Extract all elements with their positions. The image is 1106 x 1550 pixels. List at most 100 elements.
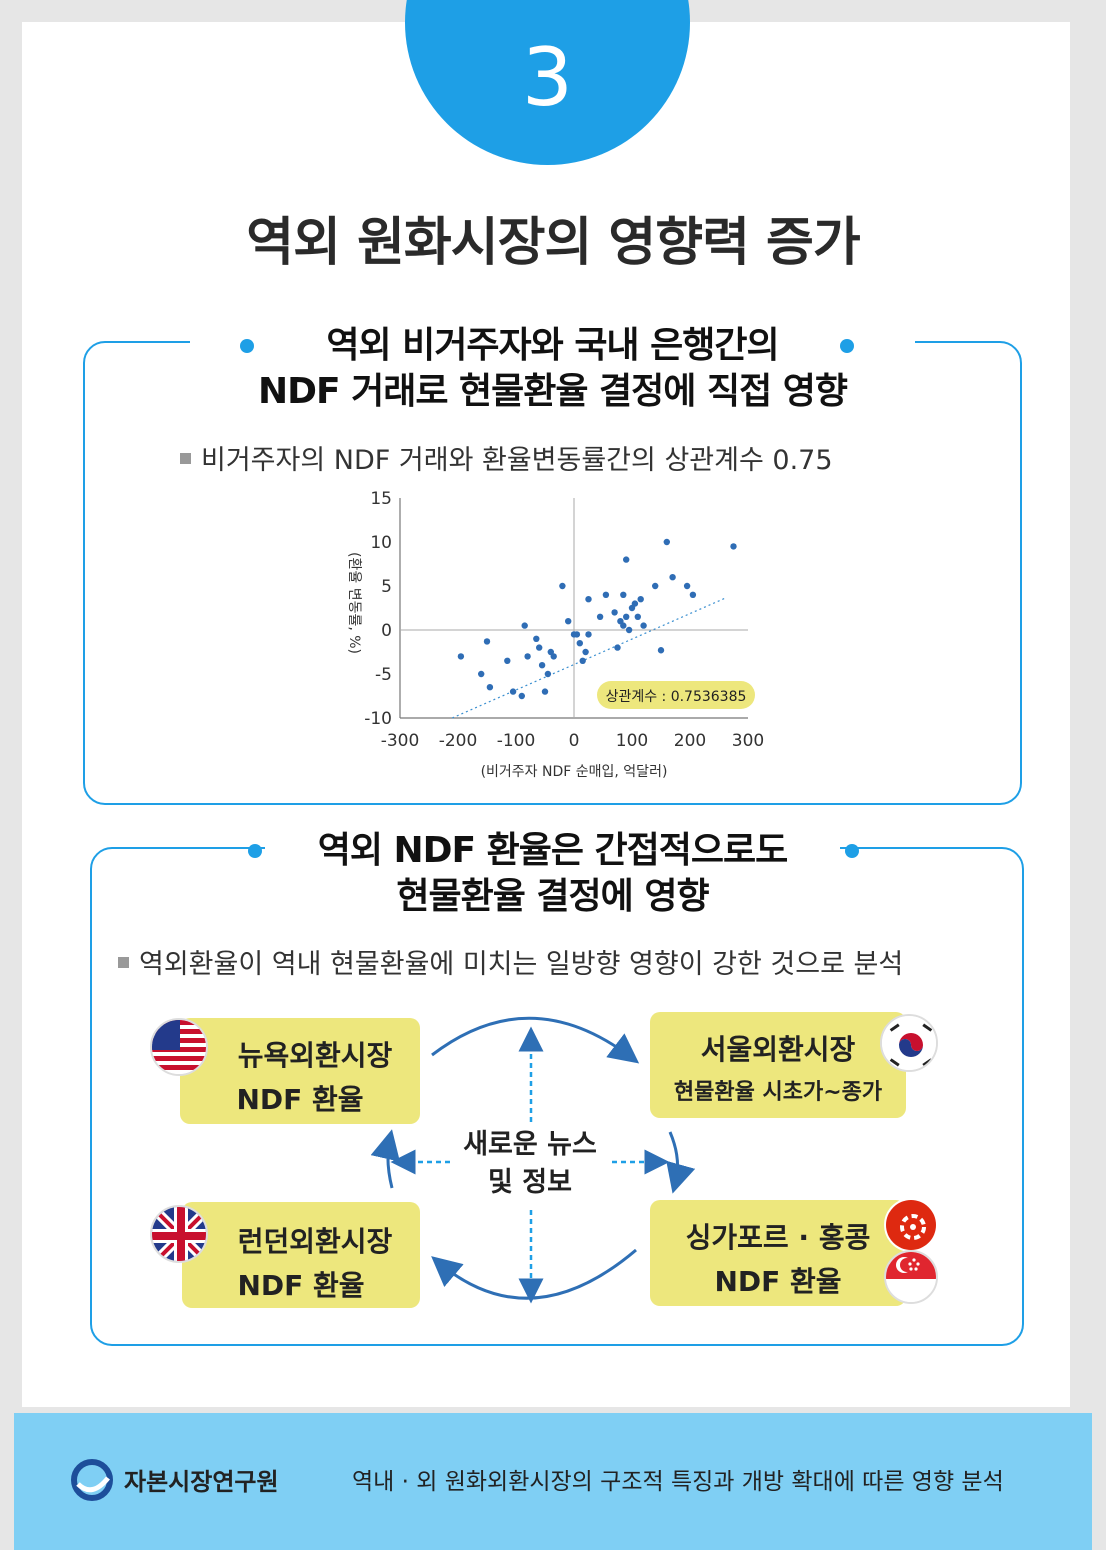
scatter-point [657, 647, 665, 654]
seoul-market-rate: 현물환율 시초가~종가 [673, 1080, 883, 1105]
scatter-point [533, 635, 540, 642]
section2-heading: 역외 NDF 환율은 간접적으로도 현물환율 결정에 영향 [265, 828, 840, 920]
scatter-point [565, 618, 572, 625]
x-tick-label: 300 [732, 731, 764, 751]
page-title: 역외 원화시장의 영향력 증가 [246, 213, 860, 273]
x-tick-label: 0 [569, 731, 580, 751]
x-tick-label: 200 [674, 731, 706, 751]
y-tick-label: 10 [370, 533, 392, 553]
scatter-point [518, 692, 525, 700]
scatter-point [596, 613, 604, 620]
section2-dot-left [248, 844, 262, 858]
number-badge-label: 3 [522, 31, 573, 124]
section1-bullet: 비거주자의 NDF 거래와 환율변동률간의 상관계수 0.75 [180, 438, 833, 477]
y-tick-label: 0 [381, 621, 392, 641]
y-tick-label: 5 [381, 577, 392, 597]
hongkong-flag-icon [884, 1198, 938, 1252]
ny-market-rate: NDF 환율 [236, 1083, 364, 1116]
scatter-point [544, 670, 552, 678]
london-to-ny-arrow [370, 1129, 400, 1189]
scatter-point [538, 662, 546, 669]
scatter-point [637, 596, 644, 603]
scatter-point [521, 622, 528, 629]
news-info-line1: 새로운 뉴스 [463, 1129, 597, 1160]
scatter-point [524, 653, 531, 660]
scatter-point [631, 600, 639, 607]
scatter-point [689, 591, 697, 598]
section1-heading-line2: NDF 거래로 현물환율 결정에 직접 영향 [258, 371, 848, 412]
scatter-point [582, 648, 589, 656]
scatter-point [602, 591, 610, 598]
section2-heading-line1: 역외 NDF 환율은 간접적으로도 [317, 830, 789, 871]
x-tick-label: -200 [439, 731, 478, 751]
y-tick-label: -10 [364, 709, 392, 729]
scatter-point [478, 670, 485, 678]
scatter-point [614, 644, 621, 651]
scatter-point [579, 657, 586, 664]
seoul-market-box: 서울외환시장 현물환율 시초가~종가 [650, 1012, 906, 1118]
korea-flag-icon [880, 1014, 938, 1072]
scatter-point [559, 582, 566, 590]
uk-flag-icon [150, 1205, 208, 1263]
ny-market-name: 뉴욕외환시장 [237, 1039, 393, 1072]
y-tick-label: -5 [375, 665, 392, 685]
section1-bullet-text: 비거주자의 NDF 거래와 환율변동률간의 상관계수 0.75 [201, 445, 833, 476]
scatter-point [663, 538, 670, 546]
scatter-point [611, 609, 618, 616]
singapore-flag-icon [884, 1250, 938, 1304]
scatter-chart: 15 10 5 0 -5 -10-300 -200 -100 0 100 200 300 (비거주자 N… [346, 489, 764, 780]
scatter-point [623, 556, 630, 563]
scatter-point [730, 543, 737, 550]
annotation-badge [597, 681, 755, 709]
london-market-rate: NDF 환율 [237, 1269, 365, 1302]
section1-dot-left [240, 339, 254, 353]
scatter-point [620, 591, 627, 598]
scatter-point [634, 613, 641, 620]
seoul-to-sg-arrow [666, 1131, 696, 1194]
scatter-point [585, 631, 592, 638]
scatter-point [486, 684, 494, 691]
annotation-label: 상관계수 : 0.7536385 [606, 689, 747, 705]
section2-bullet-text: 역외환율이 역내 현물환율에 미치는 일방향 영향이 강한 것으로 분석 [139, 949, 904, 980]
scatter-point [576, 640, 583, 647]
london-market-name: 런던외환시장 [237, 1225, 393, 1258]
scatter-point [483, 638, 491, 645]
scatter-point [509, 688, 517, 695]
singapore-hongkong-rate: NDF 환율 [714, 1265, 842, 1298]
scatter-point [683, 582, 691, 590]
scatter-point [550, 653, 557, 660]
singapore-hongkong-name: 싱가포르 · 홍콩 [685, 1221, 871, 1254]
x-tick-label: -300 [381, 731, 420, 751]
sg-to-london-arrow [431, 1248, 637, 1300]
ny-market-box: 뉴욕외환시장 NDF 환율 [180, 1018, 420, 1124]
news-info-line2: 및 정보 [488, 1167, 572, 1198]
scatter-point [573, 631, 581, 638]
ny-to-seoul-arrow [431, 1016, 640, 1064]
section1-dot-right [840, 339, 854, 353]
x-tick-label: 100 [616, 731, 648, 751]
x-tick-label: -100 [497, 731, 536, 751]
kcmi-logo-icon [71, 1459, 113, 1501]
scatter-point [669, 574, 676, 581]
footer-band [14, 1413, 1092, 1550]
section2-dot-right [845, 844, 859, 858]
scatter-point [457, 653, 465, 660]
bullet-square-icon [180, 453, 191, 464]
report-title: 역내 · 외 원화외환시장의 구조적 특징과 개방 확대에 따른 영향 분석 [352, 1469, 1004, 1495]
scatter-point [536, 644, 543, 651]
organization-name: 자본시장연구원 [124, 1468, 279, 1496]
london-market-box: 런던외환시장 NDF 환율 [182, 1202, 420, 1308]
scatter-point [640, 622, 647, 629]
section2-heading-line2: 현물환율 결정에 영향 [396, 876, 709, 917]
us-flag-icon [150, 1018, 208, 1076]
y-axis-label: (환율 변동률, %) [346, 552, 362, 654]
scatter-point [620, 622, 627, 629]
section1-heading: 역외 비거주자와 국내 은행간의 NDF 거래로 현물환율 결정에 직접 영향 [190, 323, 915, 415]
scatter-point [504, 657, 511, 664]
y-tick-label: 15 [370, 489, 392, 509]
scatter-point [625, 626, 633, 634]
scatter-point [541, 688, 549, 695]
card [22, 22, 1070, 1407]
scatter-point [585, 596, 592, 603]
